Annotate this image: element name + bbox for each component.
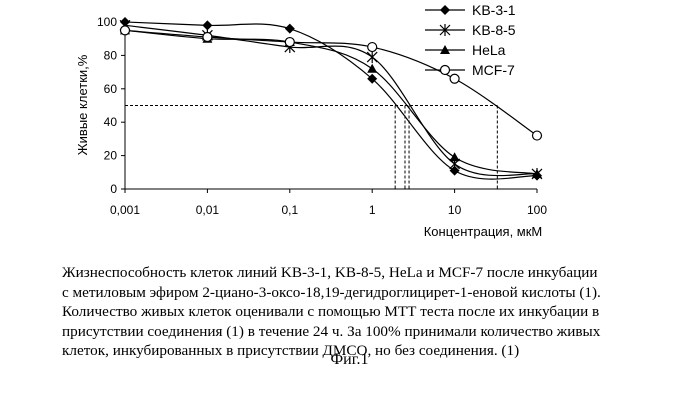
y-tick-label: 20 xyxy=(104,149,118,163)
data-point xyxy=(450,74,459,83)
y-tick-label: 80 xyxy=(104,48,118,62)
x-tick-label: 100 xyxy=(527,203,547,217)
x-tick-label: 0,1 xyxy=(281,203,298,217)
y-tick-label: 100 xyxy=(97,15,117,29)
legend: KB-3-1 KB-8-5 HeLa MCF-7 xyxy=(425,2,516,78)
data-point xyxy=(285,38,294,47)
x-axis-label: Концентрация, мкМ xyxy=(424,224,543,239)
legend-label: HeLa xyxy=(472,42,506,58)
y-axis-label: Живые клетки,% xyxy=(75,54,90,155)
data-point xyxy=(202,20,212,30)
figure-caption: Жизнеспособность клеток линий KB-3-1, KB… xyxy=(62,263,688,361)
legend-label: KB-3-1 xyxy=(472,2,516,18)
y-tick-label: 0 xyxy=(110,182,117,196)
data-point xyxy=(285,24,295,34)
x-tick-label: 10 xyxy=(448,203,462,217)
caption-line-2: с метиловым эфиром 2-циано-3-оксо-18,19-… xyxy=(62,283,688,303)
data-point xyxy=(533,131,542,140)
data-point xyxy=(450,152,460,161)
x-tick-label: 1 xyxy=(369,203,376,217)
legend-marker xyxy=(440,5,450,15)
data-point xyxy=(367,64,377,73)
legend-marker xyxy=(441,66,450,75)
y-tick-label: 60 xyxy=(104,82,118,96)
legend-label: MCF-7 xyxy=(472,62,515,78)
x-tick-label: 0,01 xyxy=(196,203,220,217)
y-tick-label: 40 xyxy=(104,115,118,129)
data-point xyxy=(203,33,212,42)
chart: 0204060801000,0010,010,1110100 KB-3-1KB-… xyxy=(0,0,699,262)
data-point xyxy=(367,51,377,63)
data-point xyxy=(368,43,377,52)
x-tick-label: 0,001 xyxy=(110,203,140,217)
figure-label: Фиг.1 xyxy=(0,351,699,369)
caption-line-4: присутствии соединения (1) в течение 24 … xyxy=(62,322,688,342)
caption-line-3: Количество живых клеток оценивали с помо… xyxy=(62,302,688,322)
caption-line-1: Жизнеспособность клеток линий KB-3-1, KB… xyxy=(62,263,688,283)
data-point xyxy=(121,26,130,35)
legend-label: KB-8-5 xyxy=(472,22,516,38)
